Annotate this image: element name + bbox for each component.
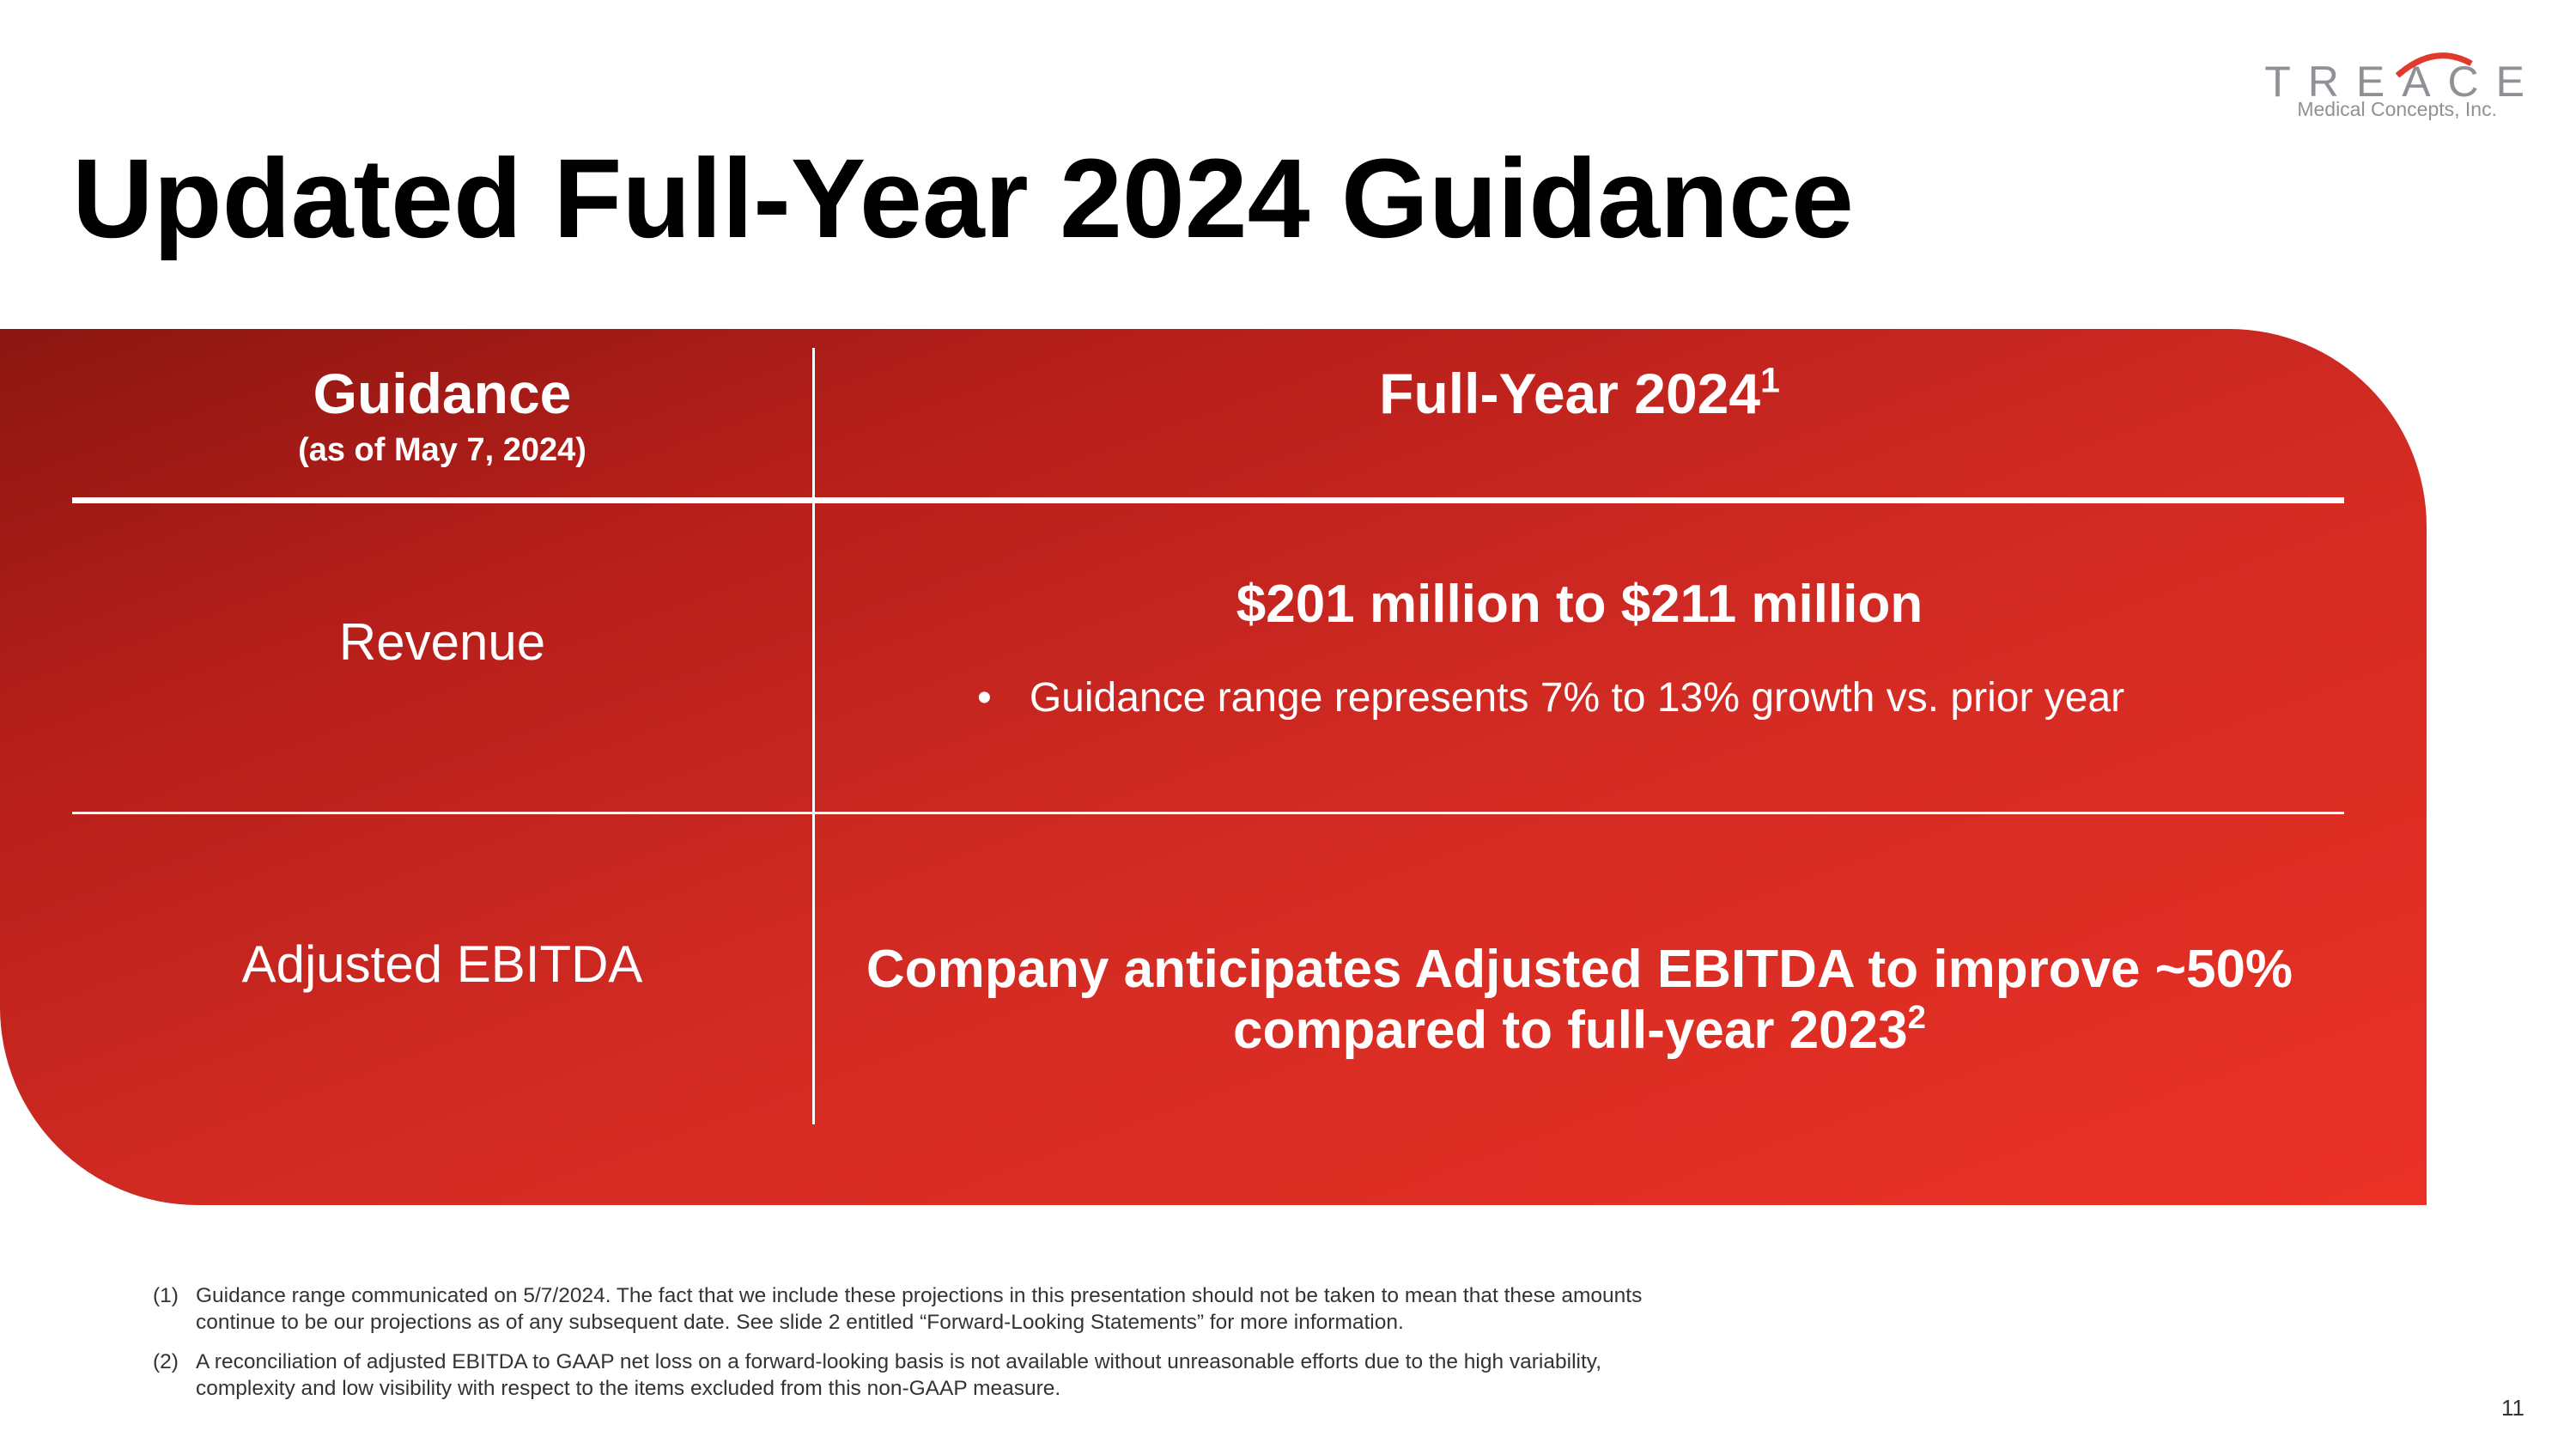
page-title: Updated Full-Year 2024 Guidance	[72, 135, 1854, 261]
revenue-bullet-text: Guidance range represents 7% to 13% grow…	[1029, 675, 2125, 721]
column-divider	[812, 348, 815, 1124]
logo-wordmark: TREACE	[2181, 57, 2542, 106]
logo-subtitle: Medical Concepts, Inc.	[2297, 98, 2497, 120]
row-label-revenue: Revenue	[338, 613, 546, 671]
footnote-1-number: (1)	[153, 1284, 179, 1307]
page-number: 11	[2501, 1395, 2524, 1421]
footnotes: (1) Guidance range communicated on 5/7/2…	[153, 1283, 1698, 1416]
header-full-year-text: Full-Year 2024	[1379, 362, 1761, 425]
adjusted-ebitda-line2: compared to full-year 2023	[1232, 1001, 1908, 1061]
revenue-bullet: • Guidance range represents 7% to 13% gro…	[977, 674, 2124, 721]
adjusted-ebitda-line1: Company anticipates Adjusted EBITDA to i…	[866, 940, 2293, 999]
revenue-value: $201 million to $211 million	[1236, 575, 1923, 634]
footnote-2-number: (2)	[153, 1350, 179, 1374]
header-guidance: Guidance (as of May 7, 2024)	[72, 362, 812, 469]
bullet-icon: •	[977, 675, 992, 721]
header-full-year: Full-Year 20241	[815, 362, 2344, 427]
row-divider	[72, 812, 2344, 814]
footnote-1: (1) Guidance range communicated on 5/7/2…	[153, 1283, 1698, 1336]
header-divider	[72, 497, 2344, 503]
row-label-adjusted-ebitda: Adjusted EBITDA	[241, 935, 643, 993]
footnote-ref-2: 2	[1907, 999, 1926, 1037]
footnote-ref-1: 1	[1760, 360, 1780, 400]
header-guidance-date: (as of May 7, 2024)	[298, 431, 586, 468]
guidance-panel: Guidance (as of May 7, 2024) Full-Year 2…	[0, 329, 2427, 1205]
logo-wordmark-text: TREACE	[2264, 58, 2542, 106]
footnote-1-text: Guidance range communicated on 5/7/2024.…	[196, 1284, 1643, 1334]
header-guidance-title: Guidance	[313, 362, 572, 425]
logo-swoosh-icon	[2396, 52, 2473, 77]
company-logo: TREACE Medical Concepts, Inc.	[2181, 52, 2542, 125]
footnote-2-text: A reconciliation of adjusted EBITDA to G…	[196, 1350, 1602, 1400]
adjusted-ebitda-value: Company anticipates Adjusted EBITDA to i…	[815, 939, 2344, 1062]
footnote-2: (2) A reconciliation of adjusted EBITDA …	[153, 1349, 1698, 1402]
